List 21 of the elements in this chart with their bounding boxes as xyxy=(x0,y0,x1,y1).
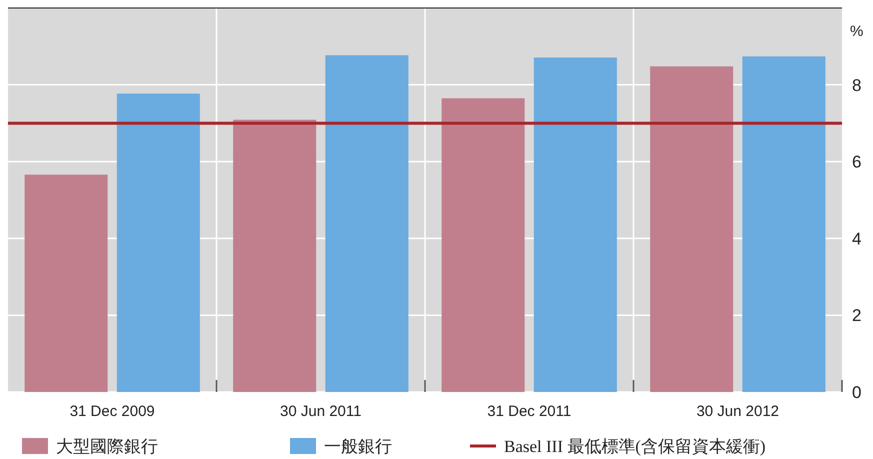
y-tick-label: 0 xyxy=(852,382,862,402)
y-axis-title: % xyxy=(850,23,864,40)
x-tick-label: 31 Dec 2011 xyxy=(487,403,572,420)
x-tick-label: 30 Jun 2012 xyxy=(696,403,780,420)
bar xyxy=(742,56,826,392)
legend-label: 大型國際銀行 xyxy=(56,436,158,456)
x-tick-label: 31 Dec 2009 xyxy=(70,403,155,420)
legend-label: 一般銀行 xyxy=(324,436,392,456)
bar xyxy=(24,174,108,392)
y-tick-label: 2 xyxy=(852,306,862,326)
x-tick-label: 30 Jun 2011 xyxy=(280,403,362,420)
bar xyxy=(325,55,408,392)
y-tick-label: 4 xyxy=(852,229,862,248)
bar xyxy=(534,58,617,392)
bar xyxy=(116,94,200,392)
y-tick-label: 8 xyxy=(852,76,862,95)
legend-label: Basel III 最低標準(含保留資本緩衝) xyxy=(504,436,766,456)
bar xyxy=(442,98,525,392)
bar xyxy=(233,120,316,392)
bar xyxy=(650,66,734,392)
y-tick-label: 6 xyxy=(852,152,862,172)
